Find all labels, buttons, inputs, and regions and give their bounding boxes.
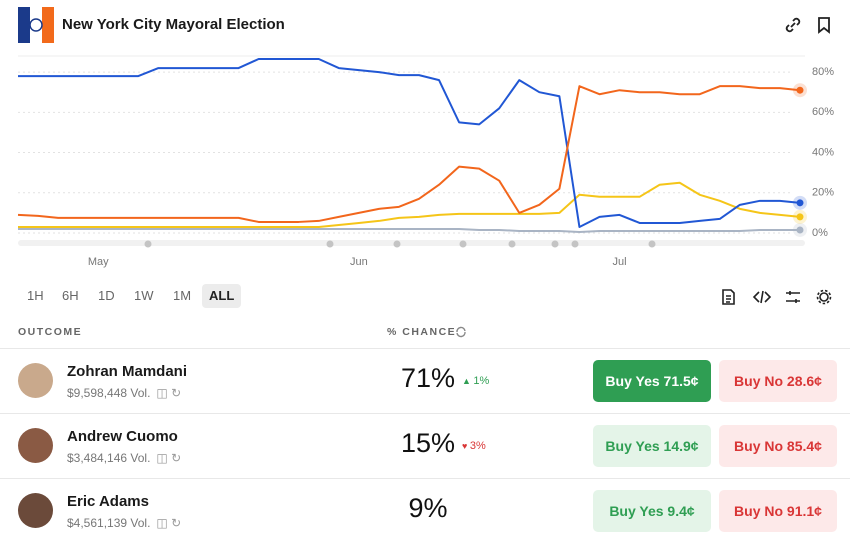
x-tick-label: May xyxy=(88,256,109,268)
end-dot xyxy=(796,226,804,234)
avatar xyxy=(18,363,53,398)
avatar xyxy=(18,493,53,528)
volume: $4,561,139 Vol. ◫ ↻ xyxy=(67,516,182,530)
settings-slider-icon[interactable] xyxy=(786,291,800,303)
end-dot xyxy=(796,86,804,94)
change: ▲ 1% xyxy=(462,375,489,387)
price-chart: 0% 20% 40% 60% 80% May Jun Jul xyxy=(17,55,834,268)
doc-icon[interactable] xyxy=(722,289,735,305)
outcome-row: Andrew Cuomo $3,484,146 Vol. ◫ ↻ 15% ♥ 3% Buy… xyxy=(0,413,850,479)
chart-tools xyxy=(722,289,832,305)
bookmark-icon[interactable] xyxy=(816,16,832,34)
range-button[interactable]: 1D xyxy=(98,288,115,303)
column-header: % CHANCE xyxy=(387,326,457,338)
avatar xyxy=(18,428,53,463)
timeline-band xyxy=(18,240,805,246)
page-title: New York City Mayoral Election xyxy=(62,16,285,33)
x-tick-label: Jun xyxy=(350,256,368,268)
y-tick-label: 60% xyxy=(812,106,834,118)
change-arrow: ♥ xyxy=(462,441,470,451)
change-value: 1% xyxy=(473,375,490,387)
outcome-row: Eric Adams $4,561,139 Vol. ◫ ↻ 9% Buy Yes 9.… xyxy=(0,478,850,535)
buy-no-button[interactable]: Buy No 85.4¢ xyxy=(719,425,837,467)
outcome-name: Zohran Mamdani xyxy=(67,363,188,380)
series-line xyxy=(17,85,801,223)
range-button[interactable]: 1W xyxy=(134,288,154,303)
outcome-row: Zohran Mamdani $9,598,448 Vol. ◫ ↻ 71% ▲ 1% B… xyxy=(0,348,850,414)
event-markers xyxy=(144,240,656,248)
vol-icons: ◫ ↻ xyxy=(156,516,182,530)
end-dot xyxy=(796,213,804,221)
buy-yes-button[interactable]: Buy Yes 71.5¢ xyxy=(593,360,711,402)
series-line xyxy=(18,227,800,233)
link-icon[interactable] xyxy=(784,16,802,34)
range-button[interactable]: ALL xyxy=(202,284,242,308)
buy-yes-button[interactable]: Buy Yes 9.4¢ xyxy=(593,490,711,532)
flag-icon xyxy=(18,7,54,43)
end-dot xyxy=(796,199,804,207)
embed-icon[interactable] xyxy=(752,290,772,304)
vol-icons: ◫ ↻ xyxy=(156,386,182,400)
column-header: OUTCOME xyxy=(18,326,83,338)
series-line xyxy=(18,181,801,228)
change-arrow: ▲ xyxy=(462,376,474,386)
change: ♥ 3% xyxy=(462,440,486,452)
x-tick-label: Jul xyxy=(613,256,627,268)
y-tick-label: 0% xyxy=(812,227,828,239)
range-button[interactable]: 1M xyxy=(173,288,192,303)
y-tick-label: 40% xyxy=(812,146,834,158)
volume: $9,598,448 Vol. ◫ ↻ xyxy=(67,386,182,400)
outcome-name: Eric Adams xyxy=(67,493,149,510)
range-button[interactable]: 6H xyxy=(62,288,79,303)
chance: 9% xyxy=(408,493,448,523)
y-tick-label: 20% xyxy=(812,187,834,199)
outcome-name: Andrew Cuomo xyxy=(67,428,178,445)
chance: 15% xyxy=(400,428,456,458)
buy-yes-button[interactable]: Buy Yes 14.9¢ xyxy=(593,425,711,467)
y-tick-label: 80% xyxy=(812,66,834,78)
vol-icons: ◫ ↻ xyxy=(156,451,182,465)
buy-no-button[interactable]: Buy No 28.6¢ xyxy=(719,360,837,402)
buy-no-button[interactable]: Buy No 91.1¢ xyxy=(719,490,837,532)
refresh-icon[interactable] xyxy=(455,326,467,338)
gear-icon[interactable] xyxy=(819,292,829,302)
change-value: 3% xyxy=(469,440,486,452)
chance: 71% xyxy=(400,363,456,393)
range-button[interactable]: 1H xyxy=(27,288,44,303)
volume: $3,484,146 Vol. ◫ ↻ xyxy=(67,451,182,465)
series-line xyxy=(18,58,801,228)
